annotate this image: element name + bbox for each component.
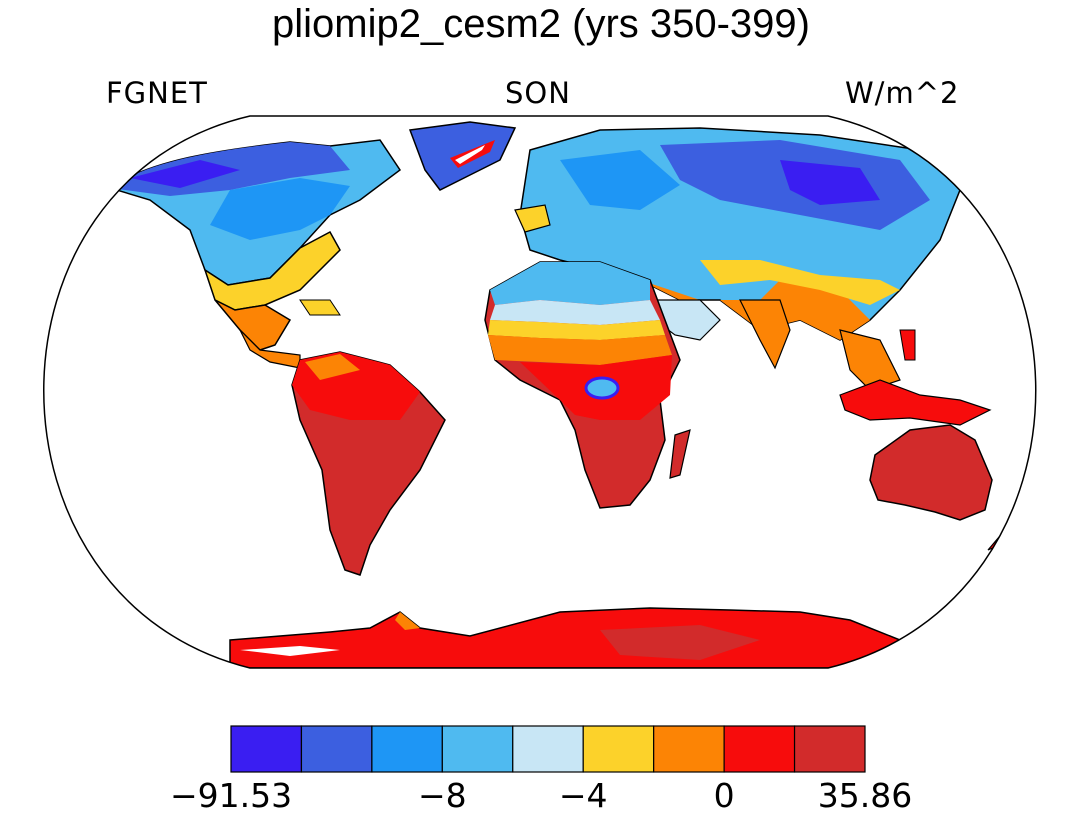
colorbar — [230, 725, 866, 773]
colorbar-tick-label: 0 — [713, 776, 735, 815]
colorbar-swatch — [723, 725, 796, 773]
colorbar-swatch — [441, 725, 514, 773]
south-america — [291, 351, 446, 576]
globe-outline — [43, 115, 1037, 669]
colorbar-tick-label: −4 — [558, 776, 608, 815]
colorbar-swatch — [653, 725, 725, 773]
antarctica — [229, 607, 922, 668]
colorbar-swatch — [230, 725, 303, 773]
colorbar-tick-label: −91.53 — [169, 776, 293, 815]
units-label: W/m^2 — [845, 76, 960, 110]
season-label: SON — [505, 76, 571, 110]
australia — [869, 424, 1036, 551]
colorbar-swatch — [793, 725, 866, 773]
colorbar-swatch — [300, 725, 373, 773]
north-america — [108, 139, 402, 369]
variable-label: FGNET — [106, 76, 208, 110]
greenland — [408, 121, 517, 191]
colorbar-swatch — [512, 725, 584, 773]
africa — [484, 261, 691, 509]
colorbar-swatch — [582, 725, 655, 773]
maritime-asia — [839, 329, 992, 426]
eurasia — [514, 127, 961, 391]
colorbar-tick-label: 35.86 — [817, 776, 913, 815]
colorbar-tick-label: −8 — [418, 776, 467, 815]
map-title: pliomip2_cesm2 (yrs 350-399) — [271, 2, 810, 46]
colorbar-swatch — [371, 725, 443, 773]
